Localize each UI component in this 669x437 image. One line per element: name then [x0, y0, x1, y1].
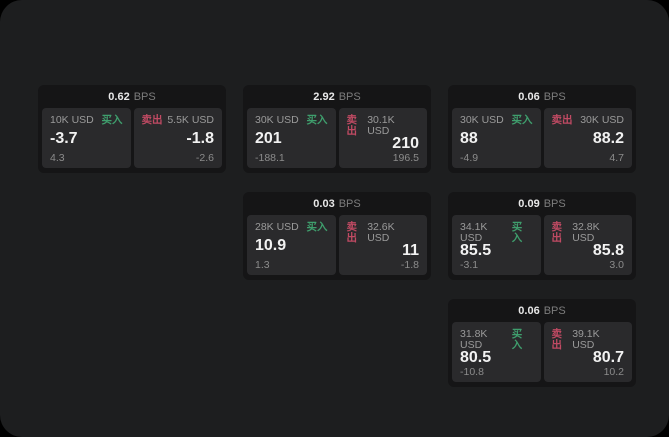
sell-side-label: 卖出: [551, 114, 573, 126]
sell-price: 11: [402, 242, 419, 260]
quote-cards-grid: 0.62 BPS 10K USD 买入 -3.7 4.3 卖出 5.5K USD: [38, 85, 636, 387]
sell-amount: 30.1K USD: [367, 114, 395, 137]
bps-unit-label: BPS: [133, 91, 156, 103]
bps-value: 0.62: [108, 91, 130, 103]
bps-unit-label: BPS: [543, 305, 566, 317]
buy-price: 201: [255, 130, 282, 147]
sell-sub-value: 10.2: [603, 365, 624, 378]
sell-price: 88.2: [592, 130, 624, 147]
buy-quote-panel[interactable]: 30K USD 买入 88 -4.9: [452, 108, 541, 168]
sell-sub-value: 4.7: [609, 151, 624, 164]
quote-card-6: 0.06 BPS 31.8K USD 买入 80.5 -10.8 卖出 39.1…: [448, 299, 636, 387]
sell-sub-value: -1.8: [400, 258, 419, 271]
buy-quote-panel[interactable]: 31.8K USD 买入 80.5 -10.8: [452, 322, 541, 382]
bps-header: 2.92 BPS: [243, 85, 431, 108]
sell-quote-panel[interactable]: 卖出 39.1K USD 80.7 10.2: [543, 322, 632, 382]
bps-header: 0.09 BPS: [448, 192, 636, 215]
buy-amount: 34.1K USD: [460, 221, 488, 244]
bps-unit-label: BPS: [338, 91, 361, 103]
quote-card-body: 31.8K USD 买入 80.5 -10.8 卖出 39.1K USD 80.…: [448, 322, 636, 387]
sell-side-label: 卖出: [551, 328, 563, 351]
quote-card-body: 34.1K USD 买入 85.5 -3.1 卖出 32.8K USD 85.8…: [448, 215, 636, 280]
quote-card-4: 0.03 BPS 28K USD 买入 10.9 1.3 卖出 32.6K US…: [243, 192, 431, 280]
bps-header: 0.62 BPS: [38, 85, 226, 108]
bps-unit-label: BPS: [543, 198, 566, 210]
buy-sub-value: 1.3: [255, 258, 270, 271]
buy-price: -3.7: [50, 130, 78, 147]
buy-sub-value: -3.1: [460, 258, 479, 271]
bps-header: 0.06 BPS: [448, 299, 636, 322]
sell-side-label: 卖出: [141, 114, 163, 126]
sell-sub-value: 3.0: [609, 258, 624, 271]
buy-quote-panel[interactable]: 34.1K USD 买入 85.5 -3.1: [452, 215, 541, 275]
buy-quote-panel[interactable]: 10K USD 买入 -3.7 4.3: [42, 108, 131, 168]
quote-card-3: 0.06 BPS 30K USD 买入 88 -4.9 卖出 30K USD: [448, 85, 636, 173]
bps-value: 0.06: [518, 305, 540, 317]
buy-side-label: 买入: [511, 221, 523, 244]
quote-card-1: 0.62 BPS 10K USD 买入 -3.7 4.3 卖出 5.5K USD: [38, 85, 226, 173]
buy-quote-panel[interactable]: 30K USD 买入 201 -188.1: [247, 108, 336, 168]
sell-price: 210: [392, 135, 419, 153]
quote-card-5: 0.09 BPS 34.1K USD 买入 85.5 -3.1 卖出 32.8K…: [448, 192, 636, 280]
sell-side-label: 卖出: [346, 221, 358, 244]
sell-quote-panel[interactable]: 卖出 30K USD 88.2 4.7: [543, 108, 632, 168]
buy-price: 85.5: [460, 242, 492, 260]
buy-sub-value: 4.3: [50, 151, 65, 164]
quote-card-body: 30K USD 买入 88 -4.9 卖出 30K USD 88.2 4.7: [448, 108, 636, 173]
sell-quote-panel[interactable]: 卖出 32.8K USD 85.8 3.0: [543, 215, 632, 275]
sell-sub-value: -2.6: [195, 151, 214, 164]
sell-quote-panel[interactable]: 卖出 5.5K USD -1.8 -2.6: [133, 108, 222, 168]
sell-amount: 5.5K USD: [167, 114, 214, 126]
bps-value: 0.09: [518, 198, 540, 210]
buy-side-label: 买入: [511, 114, 533, 126]
sell-amount: 32.8K USD: [572, 221, 600, 244]
sell-price: -1.8: [186, 130, 214, 147]
sell-quote-panel[interactable]: 卖出 30.1K USD 210 196.5: [338, 108, 427, 168]
buy-side-label: 买入: [306, 221, 328, 233]
buy-amount: 28K USD: [255, 221, 299, 233]
buy-price: 80.5: [460, 349, 492, 367]
bps-value: 0.06: [518, 91, 540, 103]
buy-amount: 30K USD: [460, 114, 504, 126]
sell-side-label: 卖出: [551, 221, 563, 244]
bps-value: 0.03: [313, 198, 335, 210]
sell-side-label: 卖出: [346, 114, 358, 137]
buy-amount: 31.8K USD: [460, 328, 488, 351]
quote-card-body: 30K USD 买入 201 -188.1 卖出 30.1K USD 210 1…: [243, 108, 431, 173]
bps-value: 2.92: [313, 91, 335, 103]
buy-side-label: 买入: [101, 114, 123, 126]
sell-amount: 32.6K USD: [367, 221, 395, 244]
sell-amount: 39.1K USD: [572, 328, 600, 351]
buy-side-label: 买入: [306, 114, 328, 126]
sell-sub-value: 196.5: [392, 151, 419, 164]
buy-sub-value: -4.9: [460, 151, 479, 164]
quote-card-body: 10K USD 买入 -3.7 4.3 卖出 5.5K USD -1.8 -2.…: [38, 108, 226, 173]
bps-unit-label: BPS: [543, 91, 566, 103]
buy-quote-panel[interactable]: 28K USD 买入 10.9 1.3: [247, 215, 336, 275]
sell-amount: 30K USD: [580, 114, 624, 126]
sell-price: 80.7: [592, 349, 624, 367]
buy-side-label: 买入: [511, 328, 523, 351]
bps-header: 0.03 BPS: [243, 192, 431, 215]
quote-card-2: 2.92 BPS 30K USD 买入 201 -188.1 卖出 30.1K …: [243, 85, 431, 173]
buy-sub-value: -188.1: [255, 151, 285, 164]
sell-price: 85.8: [592, 242, 624, 260]
buy-price: 88: [460, 130, 478, 147]
buy-price: 10.9: [255, 237, 287, 254]
buy-amount: 30K USD: [255, 114, 299, 126]
quote-card-body: 28K USD 买入 10.9 1.3 卖出 32.6K USD 11 -1.8: [243, 215, 431, 280]
buy-sub-value: -10.8: [460, 365, 484, 378]
bps-unit-label: BPS: [338, 198, 361, 210]
bps-header: 0.06 BPS: [448, 85, 636, 108]
sell-quote-panel[interactable]: 卖出 32.6K USD 11 -1.8: [338, 215, 427, 275]
buy-amount: 10K USD: [50, 114, 94, 126]
